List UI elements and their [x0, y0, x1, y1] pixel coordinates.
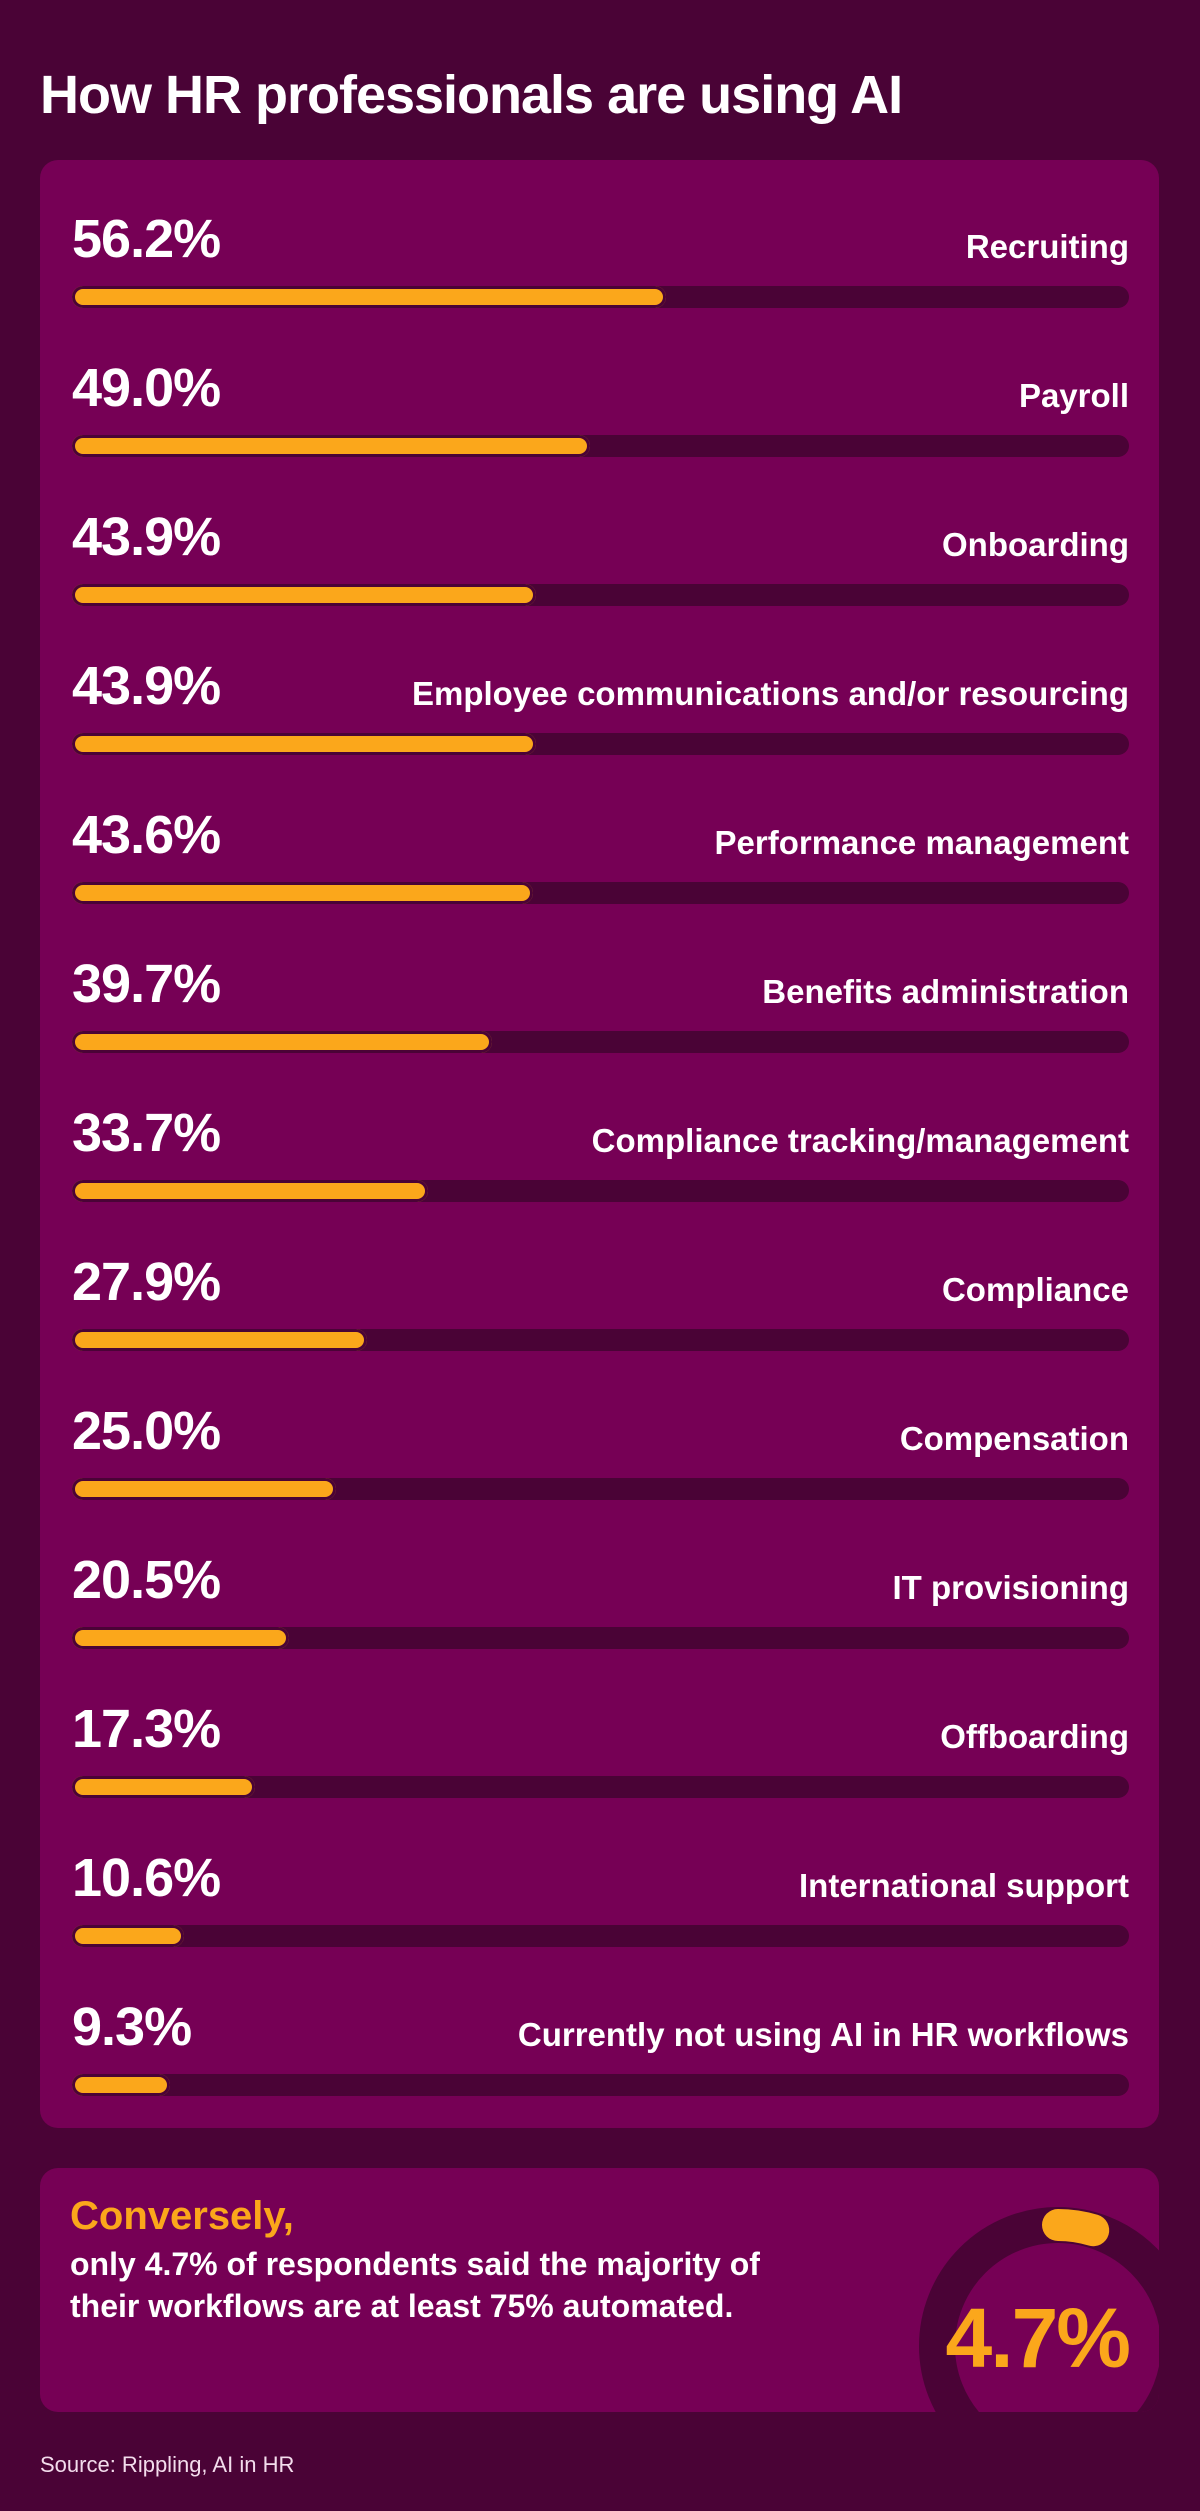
callout-card: Conversely, only 4.7% of respondents sai… [40, 2168, 1159, 2412]
callout-value: 4.7% [945, 2291, 1131, 2385]
bar [72, 2074, 171, 2096]
bar-track [72, 1925, 1129, 1947]
bar-track [72, 584, 1129, 606]
bar-row: 17.3% Offboarding [72, 1650, 1129, 1798]
bar-track [72, 2074, 1129, 2096]
bar [72, 1478, 337, 1500]
bar-value-label: 17.3% [72, 1699, 221, 1759]
bar-value-label: 27.9% [72, 1252, 221, 1312]
bar-value-label: 25.0% [72, 1401, 221, 1461]
bar-category-label: Performance management [714, 824, 1129, 861]
callout-heading: Conversely, [70, 2194, 294, 2238]
bar-track [72, 435, 1129, 457]
bar-category-label: IT provisioning [892, 1569, 1130, 1606]
bar-row: 43.6% Performance management [72, 756, 1129, 904]
bar-track [72, 1776, 1129, 1798]
bar-value-label: 43.9% [72, 656, 221, 716]
source-note: Source: Rippling, AI in HR [40, 2452, 295, 2477]
bar-track [72, 1478, 1129, 1500]
callout-body: only 4.7% of respondents said the majori… [70, 2246, 760, 2324]
bar [72, 733, 537, 755]
bar [72, 1031, 492, 1053]
donut-gauge [919, 2207, 1159, 2412]
bar-track [72, 882, 1129, 904]
bar-category-label: Compensation [899, 1420, 1129, 1457]
bar-row: 10.6% International support [72, 1799, 1129, 1947]
bar [72, 286, 667, 308]
bar-value-label: 43.6% [72, 805, 221, 865]
bar [72, 1180, 429, 1202]
bar-category-label: Benefits administration [762, 973, 1129, 1010]
bar-category-label: Recruiting [965, 228, 1129, 265]
page-title: How HR professionals are using AI [40, 65, 903, 125]
bar-value-label: 33.7% [72, 1103, 221, 1163]
bar [72, 1925, 185, 1947]
bar-row: 20.5% IT provisioning [72, 1501, 1130, 1649]
bar-track [72, 1180, 1129, 1202]
bar-row: 56.2% Recruiting [72, 160, 1129, 308]
bar-category-label: Employee communications and/or resourcin… [412, 675, 1129, 712]
bar-row: 49.0% Payroll [72, 309, 1129, 457]
bar [72, 584, 537, 606]
bar-value-label: 20.5% [72, 1550, 221, 1610]
bar [72, 1329, 367, 1351]
bar-row: 9.3% Currently not using AI in HR workflo… [72, 1948, 1129, 2096]
bar-value-label: 56.2% [72, 209, 221, 269]
bar-track [72, 1329, 1129, 1351]
bar-chart-panel: 56.2% Recruiting 49.0% Payroll 43.9% Onboardi… [40, 160, 1159, 2128]
bar-category-label: Compliance [941, 1271, 1129, 1308]
bar-category-label: Compliance tracking/management [591, 1122, 1129, 1159]
bar [72, 435, 590, 457]
gauge-fill [1042, 2209, 1110, 2247]
bar-row: 43.9% Onboarding [72, 458, 1129, 606]
bar-track [72, 1031, 1129, 1053]
bar-row: 27.9% Compliance [72, 1203, 1129, 1351]
bar-row: 33.7% Compliance tracking/management [72, 1054, 1129, 1202]
bar-category-label: International support [799, 1867, 1129, 1904]
bar [72, 1776, 255, 1798]
bar-category-label: Offboarding [940, 1718, 1129, 1755]
bar-row: 39.7% Benefits administration [72, 905, 1129, 1053]
bar [72, 1627, 289, 1649]
bar-row: 25.0% Compensation [72, 1352, 1129, 1500]
bar-track [72, 1627, 1129, 1649]
bar-value-label: 43.9% [72, 507, 221, 567]
bar-value-label: 49.0% [72, 358, 221, 418]
bar-category-label: Payroll [1018, 377, 1129, 414]
bar-category-label: Onboarding [942, 526, 1129, 563]
bar-row: 43.9% Employee communications and/or reso… [72, 607, 1129, 755]
bar-value-label: 39.7% [72, 954, 221, 1014]
bar-value-label: 10.6% [72, 1848, 221, 1908]
bar [72, 882, 533, 904]
bar-value-label: 9.3% [72, 1997, 192, 2057]
bar-track [72, 733, 1129, 755]
bar-track [72, 286, 1129, 308]
bar-category-label: Currently not using AI in HR workflows [517, 2016, 1129, 2053]
